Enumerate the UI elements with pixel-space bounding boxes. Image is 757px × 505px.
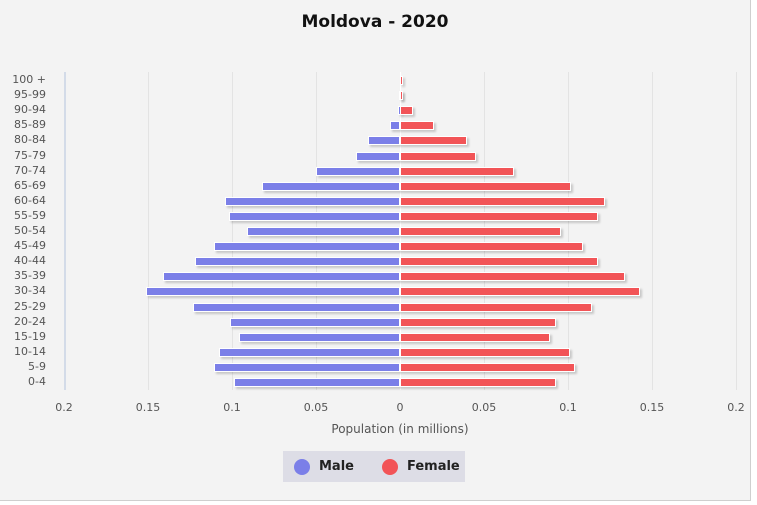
y-axis-label: 20-24 (14, 314, 46, 328)
female-bar[interactable] (400, 211, 599, 221)
male-bar[interactable] (233, 378, 400, 387)
female-bar[interactable] (400, 151, 476, 161)
male-bar[interactable] (238, 332, 400, 342)
y-axis-label: 25-29 (14, 299, 46, 313)
y-axis-label: 90-94 (14, 103, 46, 117)
male-bar[interactable] (195, 257, 400, 267)
female-bar[interactable] (400, 242, 584, 252)
male-dot-icon (294, 458, 310, 475)
female-bar[interactable] (400, 121, 434, 131)
chart-title: Moldova - 2020 (301, 12, 449, 32)
male-bar[interactable] (213, 362, 400, 372)
female-bar[interactable] (400, 91, 403, 101)
y-axis-label: 5-9 (28, 359, 46, 373)
x-axis-tick: 0.2 (727, 401, 745, 414)
female-bar[interactable] (400, 136, 468, 146)
gridline (148, 72, 149, 390)
female-bar[interactable] (400, 302, 592, 312)
male-bar[interactable] (262, 181, 400, 191)
gridline (568, 72, 569, 390)
gridline (232, 72, 233, 390)
y-axis-label: 75-79 (14, 148, 46, 162)
y-axis-label: 15-19 (14, 329, 46, 343)
gridline (736, 72, 737, 390)
x-axis-label-text: Population (in millions) (331, 422, 469, 436)
male-bar[interactable] (368, 136, 400, 146)
female-bar[interactable] (400, 196, 605, 206)
y-axis-label: 35-39 (14, 269, 46, 283)
female-dot-icon (381, 458, 398, 475)
y-axis-label: 100 + (12, 73, 46, 86)
x-axis-tick: 0 (396, 401, 404, 414)
legend-female-label: Female (406, 459, 460, 474)
y-axis-label: 10-14 (14, 344, 46, 358)
y-axis-label: 0-4 (28, 375, 46, 388)
y-axis-label: 45-49 (14, 239, 46, 253)
y-axis-label: 85-89 (14, 118, 46, 132)
male-bar[interactable] (193, 302, 400, 312)
y-axis-label: 95-99 (14, 88, 46, 102)
legend-male-label: Male (319, 459, 354, 474)
male-bar[interactable] (163, 272, 400, 282)
x-axis-tick: 0.15 (639, 401, 665, 414)
female-bar[interactable] (400, 362, 575, 372)
female-bar[interactable] (400, 181, 572, 191)
x-axis-tick: 0.15 (135, 401, 161, 414)
legend-item-female[interactable]: Female (381, 458, 460, 475)
x-axis-tick: 0.1 (559, 401, 577, 414)
male-bar[interactable] (225, 196, 400, 206)
female-bar[interactable] (400, 287, 641, 297)
y-axis-label: 70-74 (14, 163, 46, 177)
x-axis-tick: 0.2 (55, 401, 73, 414)
female-bar[interactable] (400, 227, 562, 236)
legend-item-male[interactable]: Male (294, 458, 354, 475)
y-axis-label: 60-64 (14, 193, 46, 207)
female-bar[interactable] (400, 332, 550, 342)
male-bar[interactable] (356, 151, 400, 161)
female-bar[interactable] (400, 106, 414, 116)
male-bar[interactable] (230, 317, 400, 327)
male-bar[interactable] (146, 287, 400, 297)
female-bar[interactable] (400, 347, 570, 357)
male-bar[interactable] (213, 242, 400, 252)
y-axis-label: 55-59 (14, 208, 46, 222)
x-axis-tick: 0.05 (471, 401, 497, 414)
y-axis-label: 40-44 (14, 254, 46, 268)
male-bar[interactable] (247, 227, 400, 236)
x-axis-label: Population (in millions) (0, 422, 757, 436)
female-bar[interactable] (400, 317, 557, 327)
gridline (64, 72, 66, 390)
gridline (652, 72, 653, 390)
female-bar[interactable] (400, 272, 626, 282)
x-axis-tick: 0.1 (223, 401, 241, 414)
y-axis-label: 50-54 (14, 224, 46, 237)
y-axis-label: 65-69 (14, 178, 46, 192)
y-axis-label: 30-34 (14, 284, 46, 298)
male-bar[interactable] (228, 211, 400, 221)
legend: Male Female (283, 451, 465, 482)
male-bar[interactable] (389, 121, 400, 131)
plot-area (64, 72, 737, 390)
female-bar[interactable] (400, 166, 515, 176)
female-bar[interactable] (400, 378, 557, 387)
male-bar[interactable] (316, 166, 400, 176)
female-bar[interactable] (400, 257, 599, 267)
y-axis-label: 80-84 (14, 133, 46, 147)
x-axis-tick: 0.05 (303, 401, 329, 414)
male-bar[interactable] (218, 347, 400, 357)
female-bar[interactable] (400, 76, 403, 85)
